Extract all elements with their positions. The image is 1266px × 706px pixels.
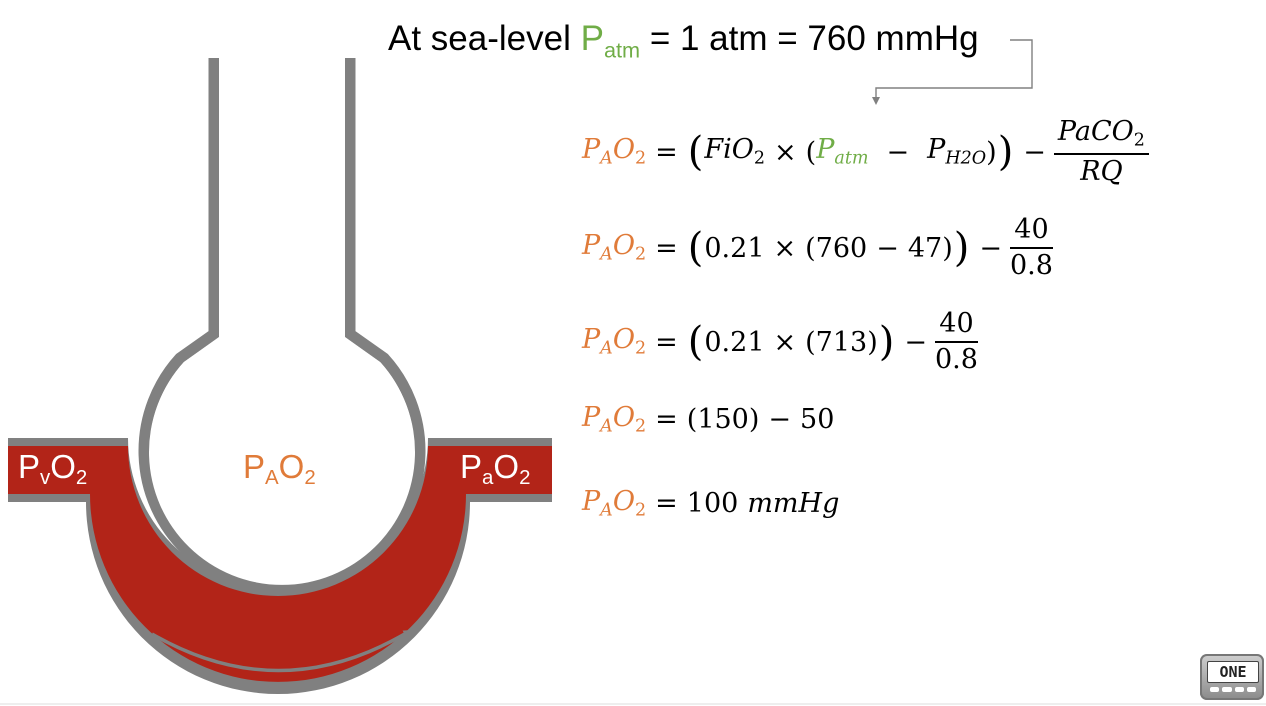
- page-title: At sea-level Patm = 1 atm = 760 mmHg: [388, 19, 979, 63]
- connector-line: [872, 39, 1033, 105]
- logo-dots: [1210, 687, 1256, 692]
- equation-result: PAO2 = 100 mmHg: [582, 486, 840, 521]
- equation-alveolar-gas: PAO2 = ( FiO2 × ( Patm − PH2O )) − PaCO2…: [582, 117, 1149, 186]
- equation-simplified: PAO2 = ( 0.21 × (713) ) − 40 0.8: [582, 308, 978, 376]
- alveolus-space: [148, 58, 415, 585]
- alveolus-capillary-diagram: [8, 58, 552, 694]
- alveolus-wall: [138, 58, 426, 595]
- one-logo: ONE: [1200, 654, 1264, 700]
- bottom-divider: [0, 703, 1266, 705]
- eq2-fraction: 40 0.8: [1009, 214, 1053, 282]
- venous-label: PvO2: [18, 448, 88, 490]
- flow-arrow: [151, 629, 412, 673]
- alveolar-label: PAO2: [243, 448, 316, 490]
- equation-substituted: PAO2 = ( 0.21 × (760−47) ) − 40 0.8: [582, 214, 1053, 282]
- capillary-blood: [8, 446, 552, 682]
- equation-reduced: PAO2 = (150) − 50: [582, 402, 835, 437]
- eq-lhs: PAO2: [582, 134, 647, 169]
- arterial-label: PaO2: [460, 448, 531, 490]
- eq1-fraction: PaCO2 RQ: [1053, 117, 1149, 186]
- eq3-fraction: 40 0.8: [935, 308, 978, 376]
- logo-text: ONE: [1207, 661, 1259, 683]
